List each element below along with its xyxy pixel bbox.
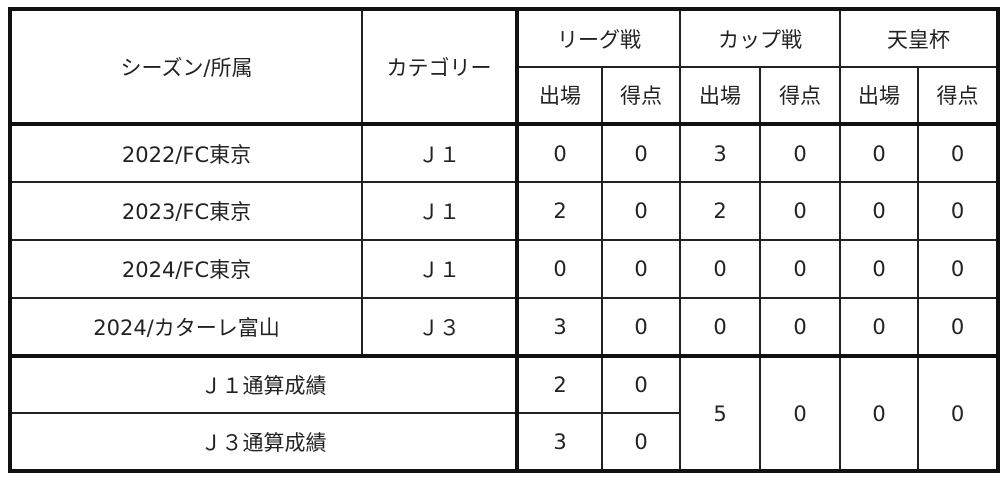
j1-league-goals: 0 — [601, 355, 681, 414]
header-cup-goals: 得点 — [759, 66, 841, 126]
header-category: カテゴリー — [361, 8, 518, 126]
league-goals-cell: 0 — [601, 123, 681, 183]
league-goals-cell: 0 — [601, 297, 681, 358]
league-apps-cell: 3 — [515, 297, 603, 358]
category-cell: Ｊ１ — [361, 181, 518, 241]
j3-total-label: Ｊ３通算成績 — [9, 412, 518, 472]
total-row-j3: Ｊ３通算成績 3 0 — [9, 412, 998, 472]
emperor-apps-cell: 0 — [839, 297, 919, 358]
j1-total-label: Ｊ１通算成績 — [9, 355, 518, 414]
total-cup-goals: 0 — [759, 355, 841, 472]
emperor-goals-cell: 0 — [917, 239, 999, 299]
cup-apps-cell: 3 — [679, 123, 761, 183]
category-cell: Ｊ１ — [361, 123, 518, 183]
header-row-2: 出場 得点 出場 得点 出場 得点 — [10, 66, 999, 126]
j1-league-apps: 2 — [515, 355, 603, 414]
emperor-goals-cell: 0 — [917, 297, 999, 358]
league-goals-cell: 0 — [601, 181, 681, 241]
total-emperor-goals: 0 — [917, 355, 999, 472]
emperor-apps-cell: 0 — [839, 181, 919, 241]
table-row: 2024/カターレ富山 Ｊ３ 3 0 0 0 0 0 — [9, 297, 999, 358]
total-emperor-apps: 0 — [839, 355, 919, 472]
header-cup: カップ戦 — [679, 8, 841, 68]
career-stats-table: シーズン/所属 カテゴリー リーグ戦 カップ戦 天皇杯 出場 得点 出場 得点 … — [8, 7, 1000, 473]
table-row: 2024/FC東京 Ｊ１ 0 0 0 0 0 0 — [9, 239, 999, 299]
header-emperor: 天皇杯 — [839, 8, 999, 68]
cup-apps-cell: 0 — [679, 297, 761, 358]
season-cell: 2022/FC東京 — [9, 123, 363, 183]
header-league-apps: 出場 — [515, 66, 603, 126]
cup-goals-cell: 0 — [759, 181, 841, 241]
table-row: 2022/FC東京 Ｊ１ 0 0 3 0 0 0 — [9, 123, 999, 183]
cup-goals-cell: 0 — [759, 297, 841, 358]
season-cell: 2023/FC東京 — [9, 181, 363, 241]
emperor-goals-cell: 0 — [917, 123, 999, 183]
total-row-j1: Ｊ１通算成績 2 0 5 0 0 0 — [9, 355, 999, 472]
league-apps-cell: 2 — [515, 181, 603, 241]
emperor-goals-cell: 0 — [917, 181, 999, 241]
header-season: シーズン/所属 — [9, 8, 363, 126]
j3-league-goals: 0 — [601, 412, 681, 472]
category-cell: Ｊ３ — [361, 297, 518, 358]
header-emperor-goals: 得点 — [917, 66, 999, 126]
header-cup-apps: 出場 — [679, 66, 761, 126]
header-emperor-apps: 出場 — [839, 66, 919, 126]
league-apps-cell: 0 — [515, 239, 603, 299]
league-goals-cell: 0 — [601, 239, 681, 299]
header-league: リーグ戦 — [515, 8, 681, 68]
category-cell: Ｊ１ — [361, 239, 518, 299]
season-cell: 2024/カターレ富山 — [9, 297, 363, 358]
header-row-1: シーズン/所属 カテゴリー リーグ戦 カップ戦 天皇杯 — [9, 8, 999, 126]
emperor-apps-cell: 0 — [839, 123, 919, 183]
cup-apps-cell: 2 — [679, 181, 761, 241]
emperor-apps-cell: 0 — [839, 239, 919, 299]
j3-league-apps: 3 — [515, 412, 603, 472]
table-row: 2023/FC東京 Ｊ１ 2 0 2 0 0 0 — [9, 181, 999, 241]
total-cup-apps: 5 — [679, 355, 761, 472]
cup-goals-cell: 0 — [759, 239, 841, 299]
season-cell: 2024/FC東京 — [9, 239, 363, 299]
league-apps-cell: 0 — [515, 123, 603, 183]
cup-goals-cell: 0 — [759, 123, 841, 183]
header-league-goals: 得点 — [601, 66, 681, 126]
cup-apps-cell: 0 — [679, 239, 761, 299]
